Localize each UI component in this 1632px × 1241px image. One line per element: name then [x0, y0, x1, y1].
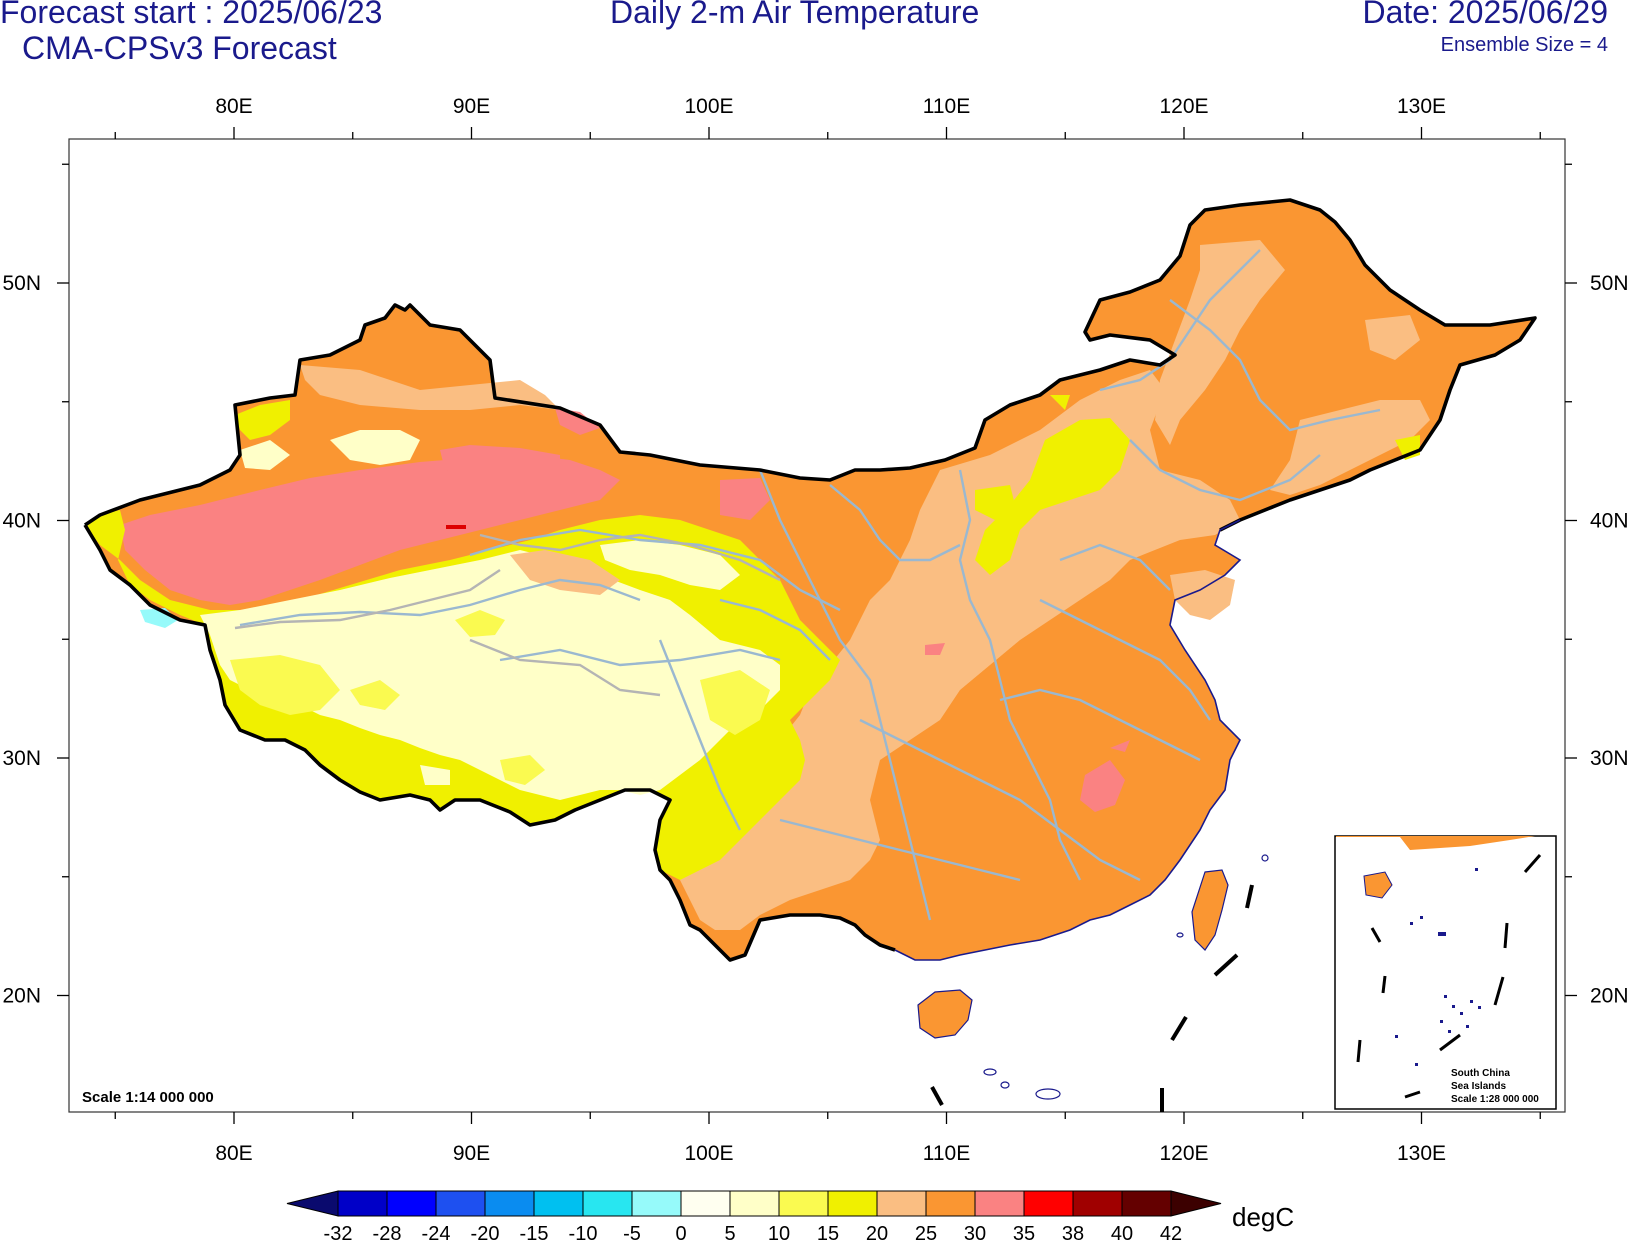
colorbar: -32 -28 -24 -20 -15 -10 -5 0 5 10 15 20 25 30 35 38 40 42 [286, 1190, 1222, 1241]
colorbar-tick-label: 15 [817, 1223, 839, 1241]
colorbar-tick-label: 38 [1062, 1223, 1084, 1241]
colorbar-tick-label: 30 [964, 1223, 986, 1241]
axis-ticks [57, 127, 1577, 1124]
dashed-maritime-line [930, 884, 1254, 1112]
lat-label-left: 40N [2, 510, 41, 533]
lon-label-top: 120E [1159, 95, 1208, 118]
colorbar-swatch [680, 1190, 731, 1217]
national-border [84, 198, 1537, 532]
colorbar-tick-label: 10 [768, 1223, 790, 1241]
valid-date-label: Date: 2025/06/29 [1362, 0, 1608, 30]
colorbar-tick-label: 42 [1160, 1223, 1182, 1241]
colorbar-swatch [925, 1190, 976, 1217]
colorbar-swatch [582, 1190, 633, 1217]
colorbar-tick-label: -20 [471, 1223, 500, 1241]
lat-label-left: 30N [2, 747, 41, 770]
lon-label-bottom: 120E [1159, 1142, 1208, 1165]
colorbar-tick-label: -24 [422, 1223, 451, 1241]
ensemble-size-label: Ensemble Size = 4 [1440, 34, 1608, 56]
colorbar-swatch [631, 1190, 682, 1217]
model-label: CMA-CPSv3 Forecast [22, 30, 337, 66]
lat-label-left: 20N [2, 985, 41, 1008]
colorbar-tick-label: 0 [675, 1223, 686, 1241]
band-25-30 [300, 240, 1430, 930]
lon-label-top: 110E [923, 95, 971, 118]
colorbar-swatch [778, 1190, 829, 1217]
southwest-border [83, 524, 896, 962]
hotspot-35-38 [446, 525, 466, 529]
colorbar-swatch [1023, 1190, 1074, 1217]
inset-label-line1: South China [1451, 1068, 1510, 1079]
colorbar-swatch [484, 1190, 535, 1217]
inset-label-line3: Scale 1:28 000 000 [1451, 1094, 1539, 1105]
band-15-patches [230, 610, 770, 785]
small-islands [983, 854, 1269, 1100]
plateau-boundaries [234, 533, 781, 697]
map-title: Daily 2-m Air Temperature [610, 0, 980, 30]
lat-label-right: 50N [1590, 272, 1629, 295]
colorbar-max-arrow [1170, 1190, 1222, 1217]
lat-label-left: 50N [2, 272, 41, 295]
colorbar-tick-label: 5 [724, 1223, 735, 1241]
colorbar-swatch [729, 1190, 780, 1217]
lon-label-bottom: 110E [923, 1142, 971, 1165]
colorbar-swatch [827, 1190, 878, 1217]
temperature-field [83, 198, 1537, 1112]
colorbar-tick-label: 20 [866, 1223, 888, 1241]
colorbar-min-arrow [286, 1190, 339, 1217]
lon-label-top: 80E [215, 95, 252, 118]
colorbar-tick-label: -15 [520, 1223, 549, 1241]
inset-islands [1395, 868, 1481, 1066]
inset-label-line2: Sea Islands [1451, 1081, 1506, 1092]
lon-label-bottom: 100E [684, 1142, 733, 1165]
lon-label-bottom: 80E [215, 1142, 252, 1165]
colorbar-swatch [1072, 1190, 1123, 1217]
colorbar-tick-label: 40 [1111, 1223, 1133, 1241]
colorbar-tick-label: -5 [623, 1223, 641, 1241]
lat-label-right: 30N [1590, 747, 1629, 770]
colorbar-tick-label: -10 [569, 1223, 598, 1241]
colorbar-tick-label: 25 [915, 1223, 937, 1241]
taiwan-island [1191, 869, 1229, 951]
colorbar-swatch [876, 1190, 927, 1217]
colorbar-tick-label: 35 [1013, 1223, 1035, 1241]
axis-tick-labels: 80E 80E 90E 90E 100E 100E 110E 110E 120E 120E 130E… [2, 95, 1628, 1165]
colorbar-tick-label: -28 [373, 1223, 402, 1241]
forecast-start-label: Forecast start : 2025/06/23 [0, 0, 383, 30]
colorbar-swatch [533, 1190, 584, 1217]
coastline [894, 519, 1242, 961]
lat-label-right: 40N [1590, 510, 1629, 533]
band-30-35 [120, 408, 1130, 812]
hainan-island [917, 989, 973, 1039]
lon-label-top: 130E [1397, 95, 1446, 118]
lon-label-bottom: 90E [453, 1142, 490, 1165]
colorbar-swatch [386, 1190, 437, 1217]
colorbar-swatch [435, 1190, 486, 1217]
province-boundaries [239, 249, 1381, 921]
lon-label-top: 100E [684, 95, 733, 118]
colorbar-swatch [337, 1190, 388, 1217]
lon-label-top: 90E [453, 95, 490, 118]
map-scale-label: Scale 1:14 000 000 [82, 1089, 214, 1106]
lat-label-right: 20N [1590, 985, 1629, 1008]
lon-label-bottom: 130E [1397, 1142, 1446, 1165]
colorbar-swatch [1121, 1190, 1172, 1217]
colorbar-swatch [974, 1190, 1025, 1217]
south-china-sea-inset: South China Sea Islands Scale 1:28 000 0… [1334, 835, 1557, 1110]
colorbar-unit-label: degC [1232, 1202, 1294, 1232]
colorbar-tick-label: -32 [324, 1223, 353, 1241]
